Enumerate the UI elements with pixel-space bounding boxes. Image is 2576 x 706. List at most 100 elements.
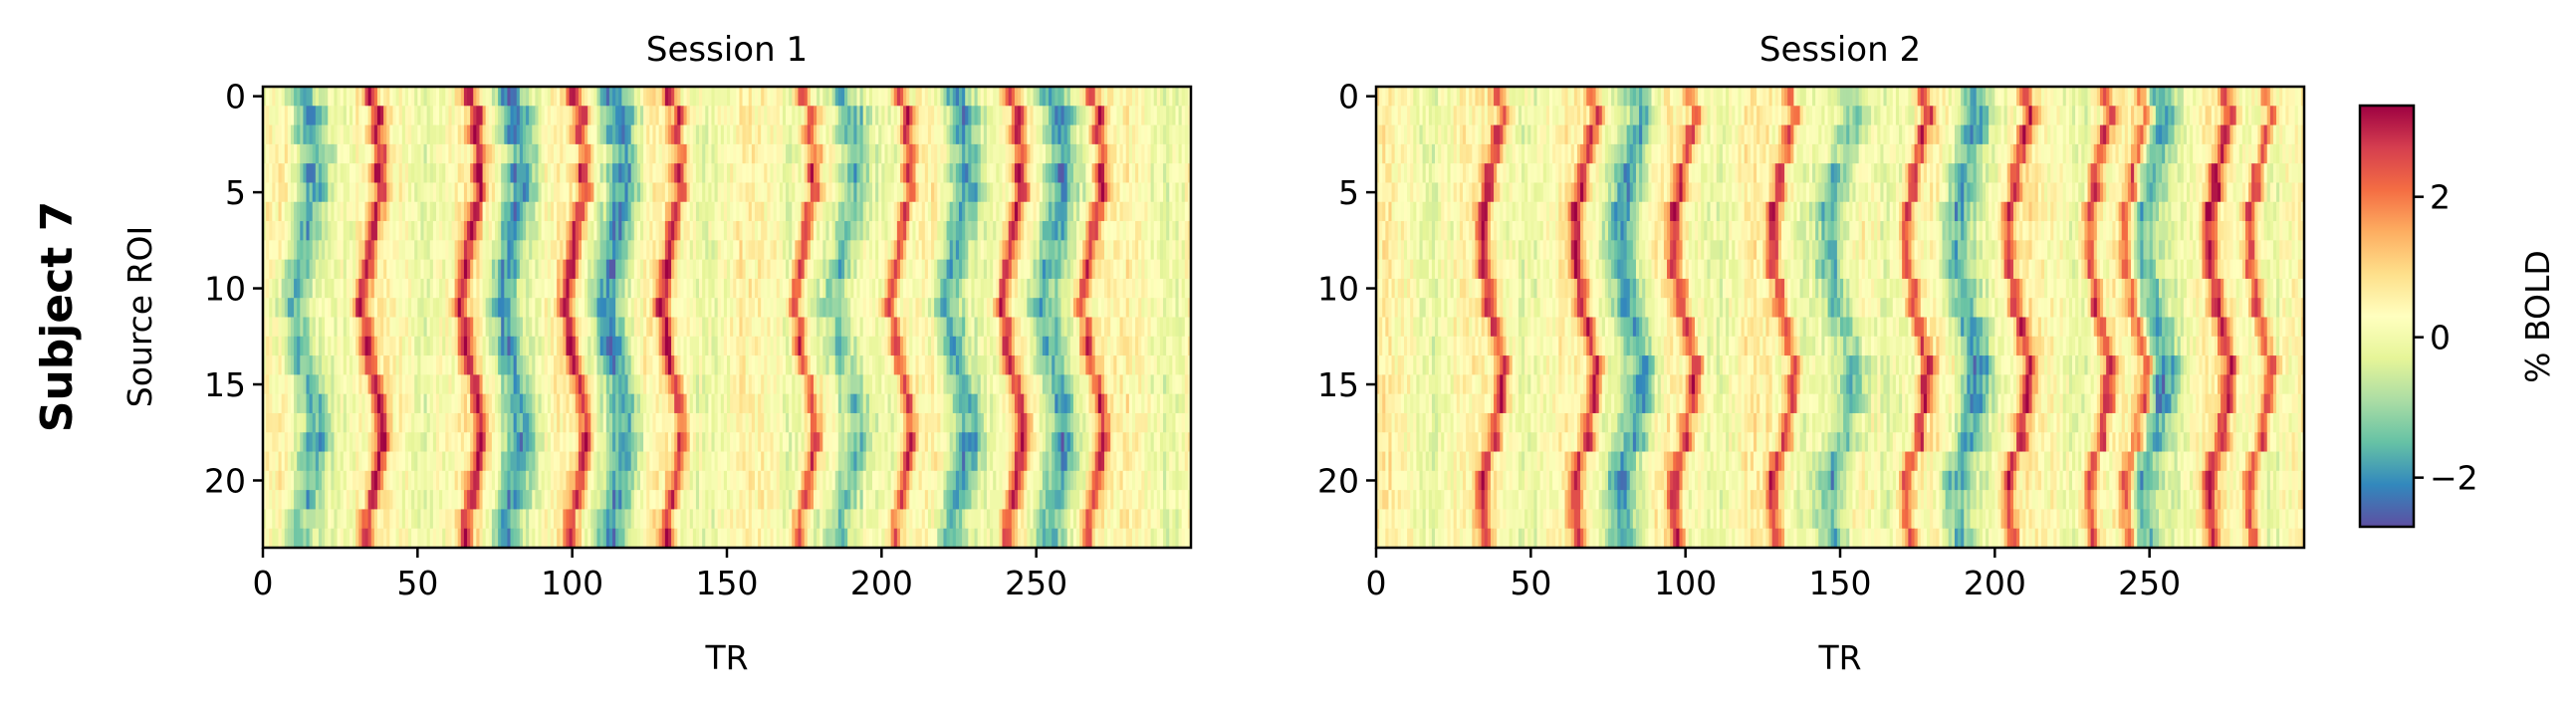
heatmap-cell	[786, 87, 790, 107]
heatmap-cell	[980, 221, 985, 241]
heatmap-cell	[906, 163, 910, 183]
heatmap-cell	[1172, 201, 1176, 222]
heatmap-cell	[519, 298, 524, 318]
heatmap-cell	[937, 240, 941, 261]
heatmap-cell	[1175, 278, 1179, 299]
heatmap-cell	[859, 182, 864, 203]
heatmap-cell	[999, 221, 1003, 241]
heatmap-cell	[1066, 201, 1071, 222]
heatmap-cell	[640, 336, 644, 356]
heatmap-cell	[1144, 317, 1148, 338]
heatmap-cell	[943, 143, 947, 164]
heatmap-cell	[980, 278, 985, 299]
heatmap-cell	[844, 240, 848, 261]
heatmap-cell	[306, 201, 310, 222]
heatmap-cell	[980, 259, 985, 280]
heatmap-cell	[278, 336, 283, 356]
heatmap-cell	[789, 87, 793, 107]
heatmap-cell	[621, 240, 625, 261]
heatmap-cell	[504, 182, 508, 203]
heatmap-cell	[389, 106, 393, 125]
heatmap-cell	[909, 355, 913, 375]
heatmap-cell	[303, 317, 307, 338]
heatmap-cell	[322, 106, 326, 125]
heatmap-cell	[1054, 163, 1058, 183]
heatmap-cell	[1079, 124, 1083, 145]
heatmap-cell	[621, 278, 625, 299]
heatmap-cell	[646, 336, 650, 356]
heatmap-cell	[980, 182, 985, 203]
heatmap-cell	[309, 143, 314, 164]
heatmap-cell	[498, 374, 502, 395]
heatmap-cell	[470, 201, 474, 222]
heatmap-cell	[887, 182, 892, 203]
heatmap-cell	[1008, 298, 1013, 318]
heatmap-cell	[853, 355, 857, 375]
heatmap-cell	[563, 221, 567, 241]
heatmap-cell	[284, 298, 289, 318]
heatmap-cell	[881, 143, 885, 164]
heatmap-cell	[844, 163, 848, 183]
heatmap-cell	[627, 298, 632, 318]
heatmap-cell	[522, 221, 527, 241]
heatmap-cell	[1042, 143, 1047, 164]
heatmap-cell	[884, 336, 888, 356]
heatmap-cell	[834, 336, 839, 356]
heatmap-cell	[708, 106, 712, 125]
heatmap-cell	[1104, 355, 1108, 375]
heatmap-cell	[325, 336, 329, 356]
heatmap-cell	[504, 106, 508, 125]
heatmap-cell	[1166, 259, 1170, 280]
heatmap-cell	[1082, 87, 1086, 107]
heatmap-cell	[1147, 317, 1152, 338]
heatmap-cell	[349, 278, 353, 299]
heatmap-cell	[504, 336, 508, 356]
heatmap-cell	[782, 374, 787, 395]
heatmap-cell	[266, 143, 270, 164]
heatmap-cell	[1008, 106, 1013, 125]
heatmap-cell	[1054, 259, 1058, 280]
heatmap-cell	[899, 221, 904, 241]
heatmap-cell	[367, 278, 372, 299]
heatmap-cell	[667, 374, 672, 395]
heatmap-cell	[315, 355, 320, 375]
heatmap-cell	[1066, 298, 1071, 318]
heatmap-cell	[1100, 124, 1105, 145]
heatmap-cell	[986, 317, 991, 338]
heatmap-cell	[804, 240, 809, 261]
heatmap-cell	[488, 374, 493, 395]
heatmap-cell	[535, 240, 539, 261]
heatmap-cell	[1008, 182, 1013, 203]
heatmap-cell	[1153, 87, 1158, 107]
heatmap-cell	[1014, 201, 1019, 222]
heatmap-cell	[758, 201, 762, 222]
heatmap-cell	[761, 240, 765, 261]
heatmap-cell	[1104, 298, 1108, 318]
heatmap-cell	[485, 374, 490, 395]
heatmap-cell	[473, 374, 477, 395]
heatmap-cell	[1159, 317, 1164, 338]
heatmap-cell	[1113, 106, 1117, 125]
heatmap-cell	[532, 298, 536, 318]
heatmap-cell	[1002, 317, 1006, 338]
heatmap-cell	[306, 336, 310, 356]
heatmap-cell	[578, 240, 583, 261]
heatmap-cell	[328, 374, 332, 395]
heatmap-cell	[831, 259, 836, 280]
heatmap-cell	[674, 182, 678, 203]
heatmap-cell	[479, 143, 483, 164]
heatmap-cell	[773, 259, 778, 280]
heatmap-cell	[460, 336, 465, 356]
heatmap-cell	[943, 298, 947, 318]
heatmap-cell	[1104, 87, 1108, 107]
heatmap-cell	[467, 221, 471, 241]
heatmap-cell	[946, 87, 951, 107]
heatmap-cell	[742, 317, 747, 338]
heatmap-cell	[1119, 124, 1124, 145]
heatmap-cell	[476, 163, 480, 183]
heatmap-cell	[899, 182, 904, 203]
heatmap-cell	[931, 374, 935, 395]
heatmap-cell	[501, 182, 505, 203]
heatmap-cell	[745, 355, 750, 375]
heatmap-cell	[408, 278, 412, 299]
